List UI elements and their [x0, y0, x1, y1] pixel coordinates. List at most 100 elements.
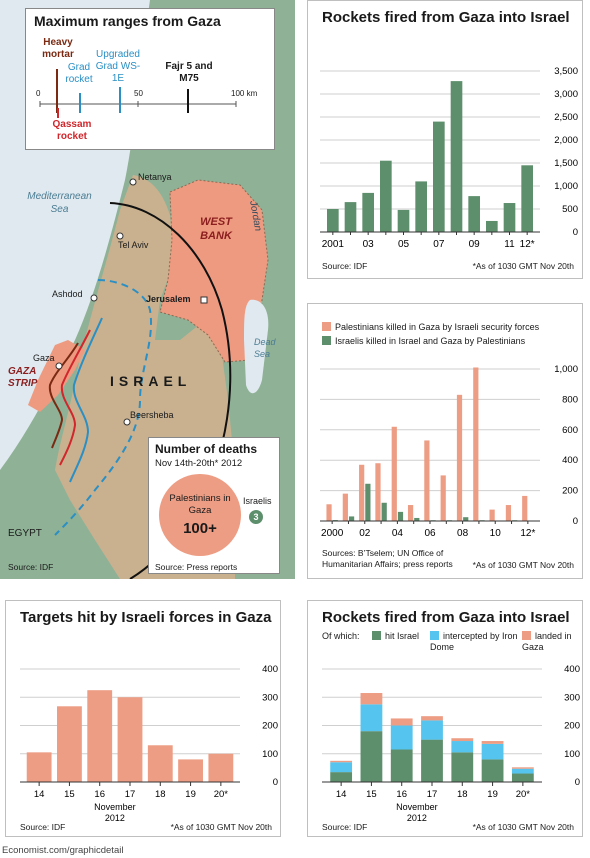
deaths-inset: Number of deaths Nov 14th-20th* 2012 Pal…: [148, 437, 280, 574]
map-source: Source: IDF: [8, 562, 54, 572]
palestinians-value: 100+: [183, 520, 217, 537]
label-sea: Mediterranean Sea: [27, 191, 92, 215]
bar-segment-2: [481, 741, 504, 744]
rockets-annual-source: Source: IDF: [322, 261, 368, 271]
bar-segment-2: [451, 738, 474, 742]
label-dead-sea: Dead Sea: [254, 337, 276, 359]
bar: [450, 81, 463, 233]
israelis-circle: [249, 510, 263, 524]
x-tick-label: 02: [359, 528, 371, 539]
label-tel-aviv: Tel Aviv: [118, 240, 149, 250]
rockets-nov-note: *As of 1030 GMT Nov 20th: [472, 822, 574, 832]
rockets-annual-chart: 0 500 1,000 1,500 2,000 2,500 3,000 3,500 2001 03…: [320, 66, 578, 250]
deaths-annual-chart: 0 200 400 600 800 1,000 2000 02 04 06 08 10 12*: [320, 364, 578, 539]
x-tick-label: 2000: [321, 528, 344, 539]
y-tick-label: 1,000: [554, 181, 578, 192]
y-tick-label: 400: [262, 664, 278, 675]
label-gaza-strip: GAZA STRIP: [8, 366, 38, 389]
y-tick-label: 3,000: [554, 89, 578, 100]
bar-segment-2: [360, 693, 383, 705]
bar: [380, 160, 392, 232]
palestinians-label: Palestinians in Gaza: [169, 493, 231, 516]
bar-palestinians: [407, 505, 414, 521]
bar-segment-1: [481, 743, 504, 760]
x-axis-label-month: November: [396, 802, 438, 812]
label-egypt: EGYPT: [8, 528, 42, 539]
deaths-subtitle: Nov 14th-20th* 2012: [155, 458, 243, 469]
footer-credit: Economist.com/graphicdetail: [2, 845, 124, 856]
y-tick-label: 3,500: [554, 66, 578, 77]
bar-segment-2: [511, 767, 534, 769]
y-tick-label: 200: [262, 721, 278, 732]
legend-israelis-label: Israelis killed in Israel and Gaza by Pa…: [335, 336, 526, 346]
bar-palestinians: [391, 426, 397, 521]
bar: [87, 690, 113, 782]
x-axis-label-year: 2012: [407, 813, 427, 823]
y-tick-label: 0: [573, 227, 578, 238]
x-tick-label: 10: [490, 528, 502, 539]
deaths-annual-panel: Palestinians killed in Gaza by Israeli s…: [307, 303, 583, 579]
bar: [486, 220, 498, 232]
bar-palestinians: [505, 505, 512, 521]
legend-palestinians-label: Palestinians killed in Gaza by Israeli s…: [335, 322, 540, 332]
bar-palestinians: [440, 475, 446, 521]
bar: [26, 752, 52, 782]
bar: [362, 192, 374, 232]
bar-israelis: [463, 517, 469, 521]
dead-sea: [244, 299, 269, 394]
bar: [57, 706, 82, 782]
targets-panel: Targets hit by Israeli forces in Gaza 0 1…: [5, 600, 281, 837]
israelis-value: 3: [253, 512, 259, 522]
x-axis-label-month: November: [94, 802, 136, 812]
bar-palestinians: [424, 440, 430, 521]
x-tick-label: 12*: [520, 239, 535, 250]
deaths-title: Number of deaths: [155, 442, 258, 456]
legend-intercepted-label: intercepted by Iron Dome: [430, 631, 518, 652]
legend-hit: hit Israel: [372, 631, 427, 642]
bar-segment-2: [421, 716, 443, 721]
x-tick-label: 06: [424, 528, 436, 539]
bar-palestinians: [522, 495, 528, 521]
range-qassam: [59, 329, 91, 466]
x-tick-label: 08: [457, 528, 469, 539]
x-tick-label: 14: [34, 789, 45, 800]
legend-intercepted: intercepted by Iron Dome: [430, 631, 520, 653]
range-scale: [39, 69, 237, 118]
x-tick-label: 03: [363, 239, 375, 250]
label-gaza: Gaza: [33, 353, 55, 363]
rockets-nov-source: Source: IDF: [322, 822, 368, 832]
y-tick-label: 400: [562, 455, 578, 466]
bar-israelis: [397, 511, 404, 521]
map-panel: Maximum ranges from Gaza Heavy mortar Gr…: [0, 0, 295, 579]
x-axis-label-year: 2012: [105, 813, 125, 823]
y-tick-label: 2,000: [554, 135, 578, 146]
bar-palestinians: [489, 509, 495, 521]
x-tick-label: 16: [396, 789, 407, 800]
label-ashdod: Ashdod: [52, 289, 83, 299]
x-tick-label: 15: [64, 789, 75, 800]
x-tick-label: 16: [94, 789, 105, 800]
ranges-inset: Maximum ranges from Gaza Heavy mortar Gr…: [25, 8, 275, 150]
label-west-bank: WEST BANK: [200, 216, 232, 242]
bar-segment-0: [481, 759, 504, 782]
bar-israelis: [381, 502, 387, 521]
bar: [208, 753, 234, 782]
x-tick-label: 15: [366, 789, 377, 800]
scale-tick-50: 50: [134, 89, 143, 98]
weapon-fajr: Fajr 5 and M75: [165, 61, 213, 84]
legend-israelis: Israelis killed in Israel and Gaza by Pa…: [322, 336, 525, 347]
bar: [147, 745, 173, 782]
bar-segment-1: [360, 704, 383, 732]
bar-palestinians: [375, 463, 381, 521]
range-upgraded-grad: [54, 279, 152, 536]
targets-note: *As of 1030 GMT Nov 20th: [170, 822, 272, 832]
bar-palestinians: [342, 493, 348, 521]
gaza-strip-area: [28, 340, 85, 412]
bar-segment-0: [330, 772, 353, 782]
inset-title: Maximum ranges from Gaza: [34, 13, 221, 29]
bar: [521, 165, 533, 232]
legend-landed: landed in Gaza: [522, 631, 580, 653]
bar-israelis: [348, 516, 355, 521]
x-tick-label: 04: [392, 528, 404, 539]
